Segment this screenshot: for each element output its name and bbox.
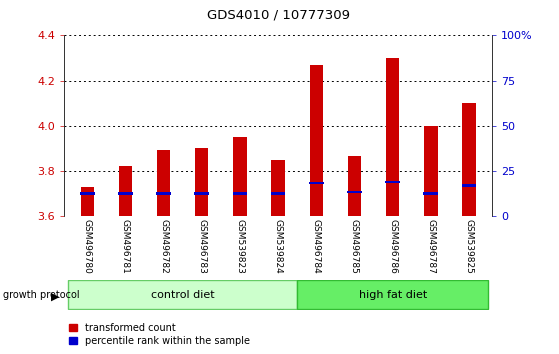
Text: ▶: ▶ — [50, 291, 59, 302]
Text: control diet: control diet — [151, 290, 215, 300]
Bar — [347, 191, 362, 193]
Bar — [272, 160, 285, 216]
Bar — [233, 192, 247, 194]
Bar — [462, 184, 476, 187]
Text: GSM496786: GSM496786 — [388, 219, 397, 274]
Legend: transformed count, percentile rank within the sample: transformed count, percentile rank withi… — [69, 323, 250, 346]
FancyBboxPatch shape — [297, 280, 488, 309]
Bar — [386, 58, 399, 216]
Bar — [462, 103, 476, 216]
Bar — [195, 192, 209, 194]
Text: GSM496787: GSM496787 — [427, 219, 435, 274]
Text: GSM496784: GSM496784 — [312, 219, 321, 274]
Text: GSM496785: GSM496785 — [350, 219, 359, 274]
Bar — [157, 150, 170, 216]
Bar — [80, 192, 94, 194]
Bar — [424, 126, 438, 216]
Bar — [80, 187, 94, 216]
Bar — [233, 137, 247, 216]
Bar — [119, 166, 132, 216]
Bar — [156, 192, 171, 194]
Bar — [385, 181, 400, 183]
Bar — [195, 148, 209, 216]
Bar — [309, 182, 324, 184]
Bar — [118, 192, 132, 194]
Bar — [310, 65, 323, 216]
Bar — [271, 192, 286, 194]
Text: GSM539825: GSM539825 — [465, 219, 473, 274]
Text: high fat diet: high fat diet — [358, 290, 427, 300]
Bar — [424, 192, 438, 194]
Text: GSM496782: GSM496782 — [159, 219, 168, 274]
FancyBboxPatch shape — [68, 280, 297, 309]
Text: GSM539823: GSM539823 — [235, 219, 244, 274]
Text: GSM496780: GSM496780 — [83, 219, 92, 274]
Text: GSM539824: GSM539824 — [273, 219, 283, 274]
Text: GSM496783: GSM496783 — [197, 219, 206, 274]
Bar — [348, 156, 361, 216]
Text: GSM496781: GSM496781 — [121, 219, 130, 274]
Text: growth protocol: growth protocol — [3, 290, 79, 300]
Text: GDS4010 / 10777309: GDS4010 / 10777309 — [207, 9, 349, 22]
